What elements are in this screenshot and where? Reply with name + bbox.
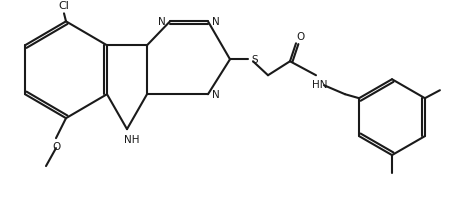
Text: NH: NH: [124, 134, 140, 144]
Text: N: N: [158, 17, 166, 27]
Text: N: N: [212, 90, 220, 100]
Text: O: O: [52, 141, 60, 151]
Text: N: N: [212, 17, 220, 27]
Text: S: S: [251, 55, 258, 65]
Text: HN: HN: [312, 80, 328, 90]
Text: Cl: Cl: [59, 1, 70, 11]
Text: O: O: [296, 32, 304, 42]
